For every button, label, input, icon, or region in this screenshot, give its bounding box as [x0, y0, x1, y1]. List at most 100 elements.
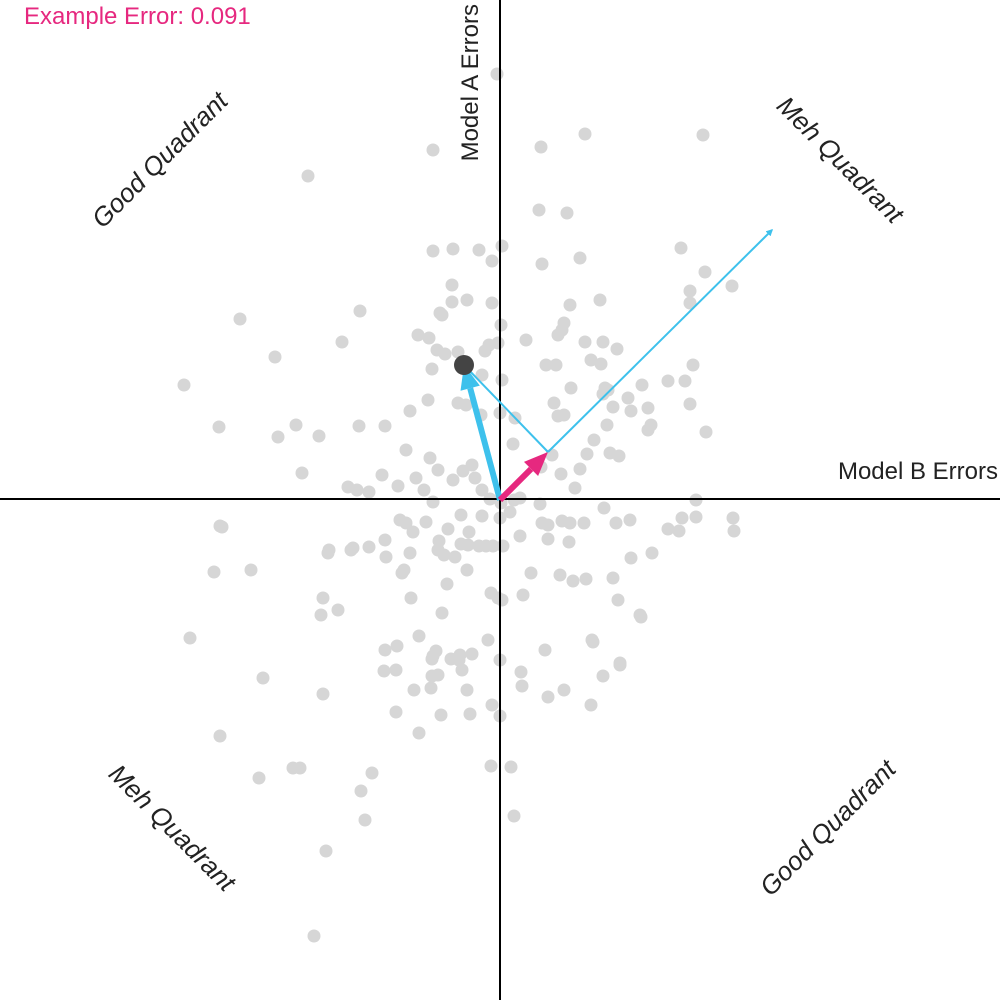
scatter-point — [661, 522, 675, 536]
scatter-point — [507, 809, 521, 823]
scatter-point — [641, 401, 655, 415]
scatter-point — [563, 516, 577, 530]
scatter-point — [335, 335, 349, 349]
scatter-point — [375, 468, 389, 482]
scatter-point — [417, 483, 431, 497]
scatter-point — [244, 563, 258, 577]
scatter-point — [352, 419, 366, 433]
vector-extension — [547, 229, 773, 453]
scatter-point — [321, 546, 335, 560]
vector-connector — [463, 364, 549, 453]
scatter-point — [560, 206, 574, 220]
scatter-point — [600, 418, 614, 432]
scatter-point — [635, 378, 649, 392]
scatter-point — [696, 128, 710, 142]
scatter-point — [406, 525, 420, 539]
scatter-point — [412, 726, 426, 740]
scatter-point — [613, 658, 627, 672]
scatter-point — [564, 381, 578, 395]
highlight-point — [454, 355, 474, 375]
scatter-point — [621, 391, 635, 405]
scatter-point — [549, 358, 563, 372]
scatter-point — [541, 690, 555, 704]
scatter-point — [460, 683, 474, 697]
scatter-point — [698, 265, 712, 279]
scatter-point — [207, 565, 221, 579]
scatter-point — [314, 608, 328, 622]
scatter-point — [727, 524, 741, 538]
scatter-point — [183, 631, 197, 645]
scatter-point — [516, 588, 530, 602]
scatter-point — [580, 447, 594, 461]
scatter-point — [256, 671, 270, 685]
scatter-point — [514, 665, 528, 679]
scatter-point — [378, 533, 392, 547]
scatter-point — [425, 652, 439, 666]
scatter-point — [563, 298, 577, 312]
highlight-layer — [454, 355, 474, 375]
scatter-point — [431, 668, 445, 682]
scatter-point — [390, 639, 404, 653]
scatter-point — [491, 336, 505, 350]
scatter-point — [577, 516, 591, 530]
scatter-point — [424, 681, 438, 695]
scatter-point — [293, 761, 307, 775]
scatter-point — [645, 546, 659, 560]
scatter-point — [475, 483, 489, 497]
scatter-point — [362, 485, 376, 499]
scatter-point — [486, 539, 500, 553]
scatter-point — [212, 420, 226, 434]
scatter-point — [675, 511, 689, 525]
scatter-point — [365, 766, 379, 780]
scatter-point — [606, 571, 620, 585]
scatter-point — [683, 397, 697, 411]
scatter-point — [431, 463, 445, 477]
scatter-point — [465, 647, 479, 661]
scatter-point — [503, 505, 517, 519]
scatter-point — [472, 243, 486, 257]
scatter-point — [485, 698, 499, 712]
scatter-point — [409, 471, 423, 485]
scatter-point — [289, 418, 303, 432]
vector-shaft — [497, 466, 534, 503]
scatter-point — [438, 347, 452, 361]
scatter-point — [391, 479, 405, 493]
scatter-point — [551, 328, 565, 342]
scatter-point — [579, 572, 593, 586]
scatter-point — [412, 629, 426, 643]
example-error-annotation: Example Error: 0.091 — [24, 3, 251, 30]
scatter-point — [331, 603, 345, 617]
scatter-point — [316, 687, 330, 701]
scatter-point — [568, 481, 582, 495]
scatter-point — [177, 378, 191, 392]
scatter-point — [532, 203, 546, 217]
scatter-point — [451, 345, 465, 359]
scatter-point — [539, 358, 553, 372]
scatter-point — [445, 295, 459, 309]
scatter-point — [426, 244, 440, 258]
scatter-point — [411, 328, 425, 342]
scatter-point — [538, 643, 552, 657]
scatter-point — [346, 541, 360, 555]
scatter-point — [377, 664, 391, 678]
quadrant-label-top-right: Meh Quadrant — [771, 90, 911, 230]
scatter-point — [547, 396, 561, 410]
scatter-point — [350, 483, 364, 497]
scatter-point — [674, 241, 688, 255]
scatter-point — [440, 577, 454, 591]
scatter-point — [215, 520, 229, 534]
vector-line — [547, 229, 773, 453]
scatter-point — [460, 563, 474, 577]
x-axis-label: Model B Errors — [838, 458, 998, 485]
scatter-point — [535, 257, 549, 271]
scatter-point — [634, 610, 648, 624]
scatter-point — [686, 358, 700, 372]
scatter-point — [485, 296, 499, 310]
scatter-point — [441, 522, 455, 536]
scatter-point — [534, 140, 548, 154]
scatter-point — [557, 683, 571, 697]
scatter-point — [578, 127, 592, 141]
scatter-point — [448, 550, 462, 564]
scatter-point — [506, 437, 520, 451]
y-axis-label: Model A Errors — [457, 4, 484, 161]
